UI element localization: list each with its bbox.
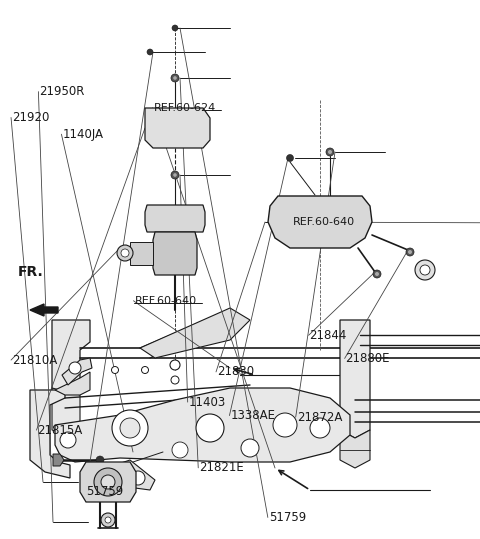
Text: 21830: 21830	[217, 365, 254, 378]
Circle shape	[310, 418, 330, 438]
Circle shape	[171, 74, 179, 82]
Circle shape	[131, 471, 145, 485]
Polygon shape	[145, 205, 205, 232]
Text: REF.60-624: REF.60-624	[154, 103, 216, 113]
Circle shape	[420, 265, 430, 275]
Circle shape	[373, 270, 381, 278]
Polygon shape	[52, 320, 90, 395]
Circle shape	[120, 418, 140, 438]
Text: REF.60-640: REF.60-640	[134, 296, 196, 306]
Text: 21950R: 21950R	[39, 85, 85, 98]
Circle shape	[105, 517, 111, 523]
Circle shape	[112, 410, 148, 446]
Circle shape	[273, 413, 297, 437]
Circle shape	[408, 250, 412, 254]
Circle shape	[111, 367, 119, 374]
Text: FR.: FR.	[18, 265, 44, 279]
Circle shape	[170, 360, 180, 370]
Text: 51759: 51759	[86, 485, 124, 498]
Circle shape	[96, 456, 104, 464]
Polygon shape	[52, 388, 80, 435]
Circle shape	[415, 260, 435, 280]
Circle shape	[147, 49, 153, 55]
Circle shape	[172, 25, 178, 31]
Polygon shape	[115, 460, 155, 490]
Circle shape	[121, 249, 129, 257]
Circle shape	[375, 272, 379, 276]
Text: 1140JA: 1140JA	[62, 128, 103, 141]
Circle shape	[287, 155, 293, 162]
Polygon shape	[268, 196, 372, 248]
Circle shape	[241, 439, 259, 457]
Circle shape	[406, 248, 414, 256]
Circle shape	[173, 76, 177, 80]
Circle shape	[117, 245, 133, 261]
Circle shape	[69, 362, 81, 374]
Text: 21880E: 21880E	[346, 352, 390, 365]
Circle shape	[171, 376, 179, 384]
Text: REF.60-640: REF.60-640	[293, 217, 355, 227]
Circle shape	[101, 475, 115, 489]
Circle shape	[60, 432, 76, 448]
Text: 21815A: 21815A	[37, 424, 83, 437]
Text: 51759: 51759	[269, 511, 306, 524]
Circle shape	[328, 150, 332, 154]
Circle shape	[171, 171, 179, 179]
Polygon shape	[30, 390, 70, 478]
Text: 11403: 11403	[189, 396, 226, 409]
Polygon shape	[340, 320, 370, 438]
Circle shape	[196, 414, 224, 442]
Circle shape	[142, 367, 148, 374]
Polygon shape	[140, 308, 250, 358]
Polygon shape	[62, 358, 92, 385]
Polygon shape	[340, 430, 370, 468]
Polygon shape	[53, 454, 64, 466]
Polygon shape	[55, 372, 90, 395]
Polygon shape	[130, 242, 153, 265]
Circle shape	[172, 442, 188, 458]
Text: 21810A: 21810A	[12, 354, 57, 367]
FancyArrow shape	[30, 304, 58, 316]
Polygon shape	[153, 232, 197, 275]
Text: 21872A: 21872A	[297, 411, 342, 424]
Polygon shape	[145, 108, 210, 148]
Circle shape	[94, 468, 122, 496]
Circle shape	[101, 513, 115, 527]
Text: 1338AE: 1338AE	[230, 409, 276, 422]
Polygon shape	[80, 462, 136, 502]
Circle shape	[326, 148, 334, 156]
Circle shape	[173, 173, 177, 177]
Text: 21821E: 21821E	[199, 461, 244, 474]
Text: 21920: 21920	[12, 111, 49, 124]
Polygon shape	[55, 388, 350, 462]
Text: 21844: 21844	[310, 329, 347, 342]
